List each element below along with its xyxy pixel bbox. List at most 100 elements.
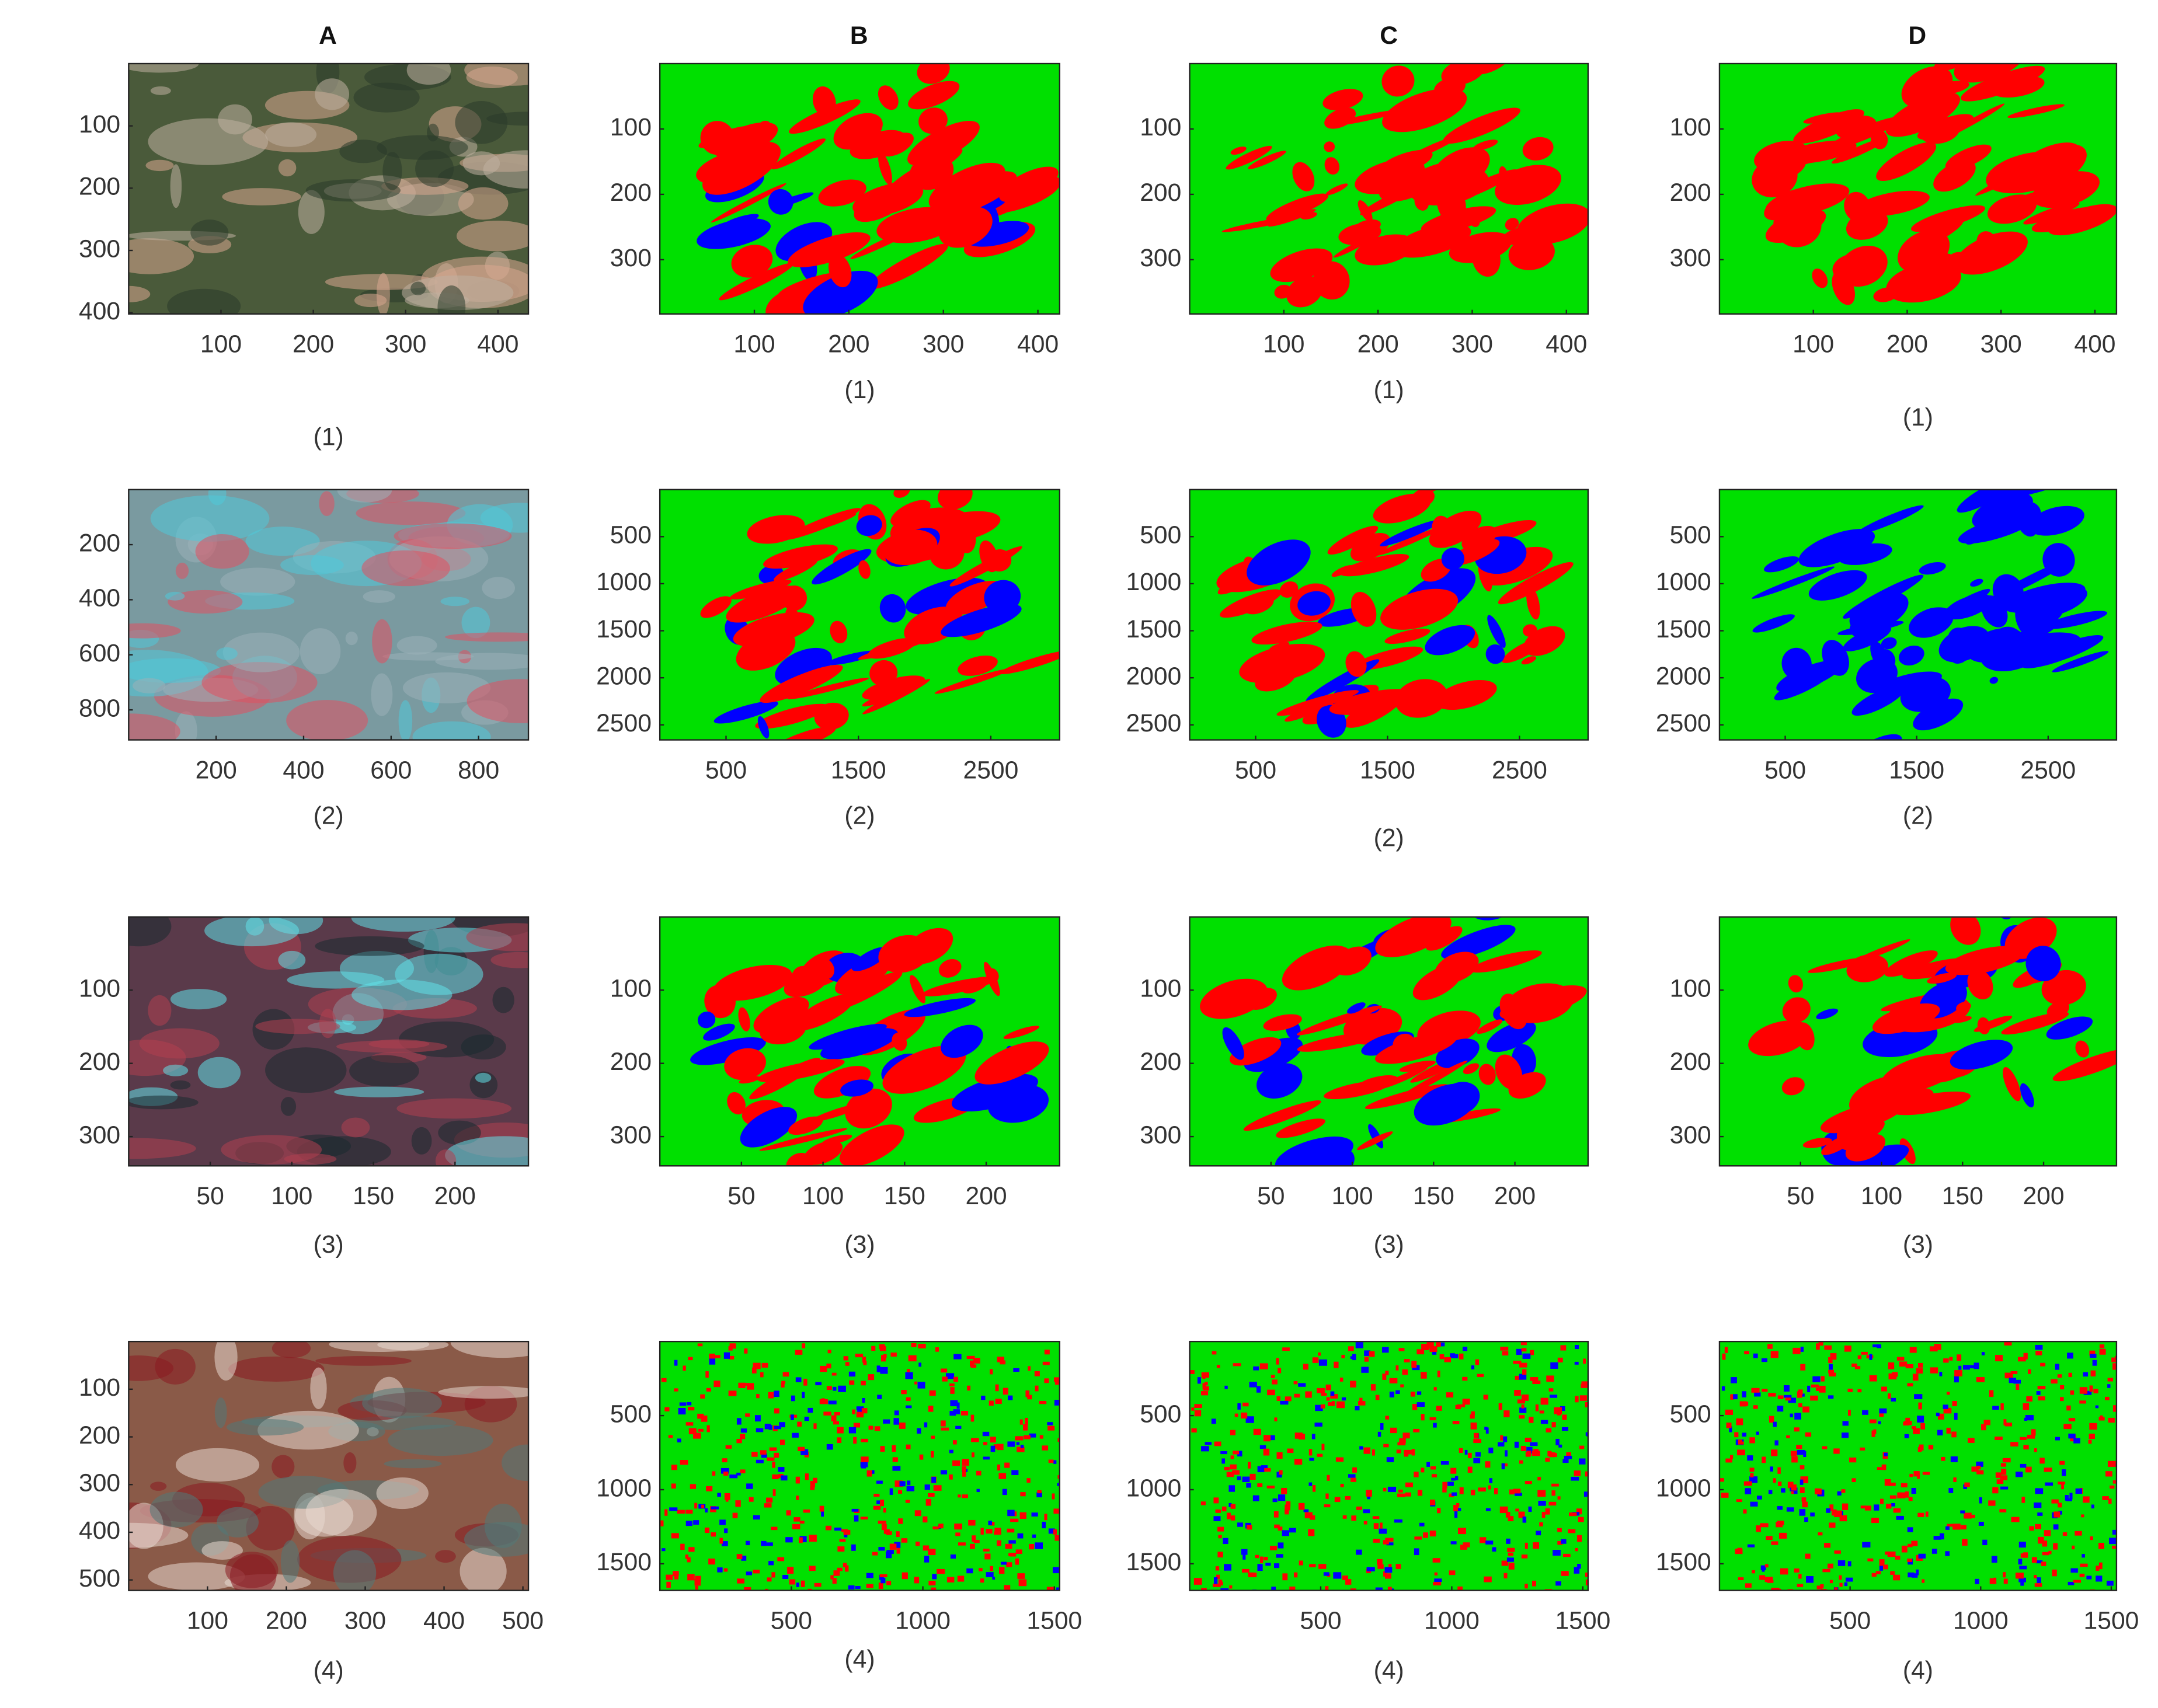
image-pixel: [1372, 1449, 1375, 1456]
image-region: [1322, 89, 1363, 110]
image: [128, 1341, 529, 1591]
image-pixel: [1475, 1452, 1481, 1457]
image-pixel: [1968, 1438, 1975, 1443]
x-tick-label: 200: [293, 330, 334, 358]
image-pixel: [1557, 1357, 1563, 1363]
image-texture: [460, 1547, 507, 1591]
image-pixel: [1282, 1347, 1290, 1351]
image-pixel: [790, 1414, 794, 1420]
image-pixel: [1917, 1512, 1924, 1517]
image-pixel: [956, 1402, 960, 1409]
image-pixel: [1423, 1532, 1428, 1538]
image-region: [697, 218, 771, 249]
image-pixel: [1722, 1353, 1726, 1360]
image-pixel: [680, 1460, 688, 1465]
image-pixel: [1200, 1501, 1206, 1505]
image-pixel: [1211, 1418, 1216, 1424]
image-pixel: [1561, 1539, 1567, 1544]
image-region: [1970, 578, 1983, 587]
image-region: [749, 1058, 820, 1100]
image-pixel: [2002, 1458, 2011, 1463]
image-region: [1885, 92, 1961, 137]
image-pixel: [782, 1575, 789, 1579]
image-texture: [456, 220, 529, 252]
y-tick-label: 200: [610, 1048, 652, 1076]
image-pixel: [1380, 1522, 1383, 1529]
image-pixel: [2052, 1569, 2057, 1577]
image-pixel: [2072, 1545, 2075, 1550]
image-pixel: [1905, 1364, 1914, 1369]
image-region: [1849, 1075, 1924, 1118]
image-region: [2007, 936, 2031, 947]
y-tick-label: 300: [79, 235, 120, 263]
image-pixel: [1359, 1446, 1363, 1450]
image-pixel: [1516, 1348, 1522, 1355]
y-tick-label: 1000: [596, 568, 652, 596]
image-pixel: [756, 1394, 760, 1399]
image-pixel: [1293, 1381, 1298, 1385]
image-region: [724, 1048, 766, 1080]
image-pixel: [1947, 1524, 1954, 1527]
image-pixel: [1044, 1514, 1047, 1521]
image-pixel: [1294, 1432, 1303, 1439]
image-pixel: [1925, 1511, 1929, 1517]
image-region: [845, 1088, 892, 1129]
image-texture: [396, 636, 437, 655]
image-pixel: [1334, 1497, 1341, 1503]
image-pixel: [2090, 1536, 2093, 1540]
image-pixel: [976, 1489, 980, 1493]
image-region: [1226, 145, 1272, 170]
image-pixel: [694, 1579, 701, 1586]
image-pixel: [1916, 1368, 1923, 1374]
image-pixel: [2107, 1384, 2111, 1388]
image-pixel: [1583, 1358, 1586, 1364]
image-region: [862, 679, 930, 714]
image-pixel: [1356, 1506, 1363, 1510]
image-pixel: [970, 1364, 977, 1368]
image-pixel: [1837, 1560, 1846, 1566]
image-pixel: [1276, 1554, 1283, 1558]
image-pixel: [914, 1577, 920, 1584]
image-pixel: [1053, 1460, 1057, 1464]
image-pixel: [1505, 1450, 1508, 1457]
image-pixel: [983, 1442, 987, 1445]
image-pixel: [940, 1420, 946, 1427]
image-pixel: [892, 1445, 896, 1452]
image-pixel: [1518, 1511, 1525, 1518]
image-pixel: [1730, 1394, 1734, 1400]
x-tick-label: 100: [1331, 1182, 1373, 1210]
image-pixel: [1802, 1501, 1808, 1508]
image-pixel: [953, 1354, 962, 1360]
image-pixel: [1950, 1456, 1958, 1462]
image-region: [918, 107, 948, 134]
image-texture: [455, 101, 508, 144]
image-pixel: [1571, 1476, 1579, 1481]
image-pixel: [839, 1539, 846, 1542]
image-texture: [382, 152, 402, 190]
image-pixel: [1918, 1362, 1923, 1368]
image-pixel: [1532, 1451, 1540, 1456]
image-pixel: [837, 1437, 842, 1444]
x-tick-label: 300: [1981, 330, 2022, 358]
image-pixel: [2080, 1563, 2088, 1567]
image-region: [784, 508, 861, 540]
image-region: [1441, 548, 1465, 570]
image-pixel: [1532, 1580, 1536, 1587]
image-texture: [450, 1341, 529, 1358]
image-pixel: [1035, 1542, 1043, 1549]
image-pixel: [2018, 1577, 2026, 1582]
image-pixel: [2029, 1526, 2034, 1531]
image-pixel: [1908, 1572, 1915, 1578]
image-pixel: [1916, 1569, 1919, 1575]
image-pixel: [1995, 1355, 2003, 1362]
y-tick-label: 500: [610, 1400, 652, 1428]
image-pixel: [881, 1524, 887, 1531]
image-pixel: [1324, 1504, 1331, 1508]
image-pixel: [1042, 1361, 1050, 1365]
image-pixel: [862, 1398, 865, 1403]
x-tick-label: 200: [1494, 1182, 1536, 1210]
x-tick-label: 1500: [2084, 1606, 2139, 1634]
image-pixel: [879, 1574, 884, 1580]
image-pixel: [712, 1471, 716, 1476]
panel-label: (3): [1374, 1231, 1404, 1259]
